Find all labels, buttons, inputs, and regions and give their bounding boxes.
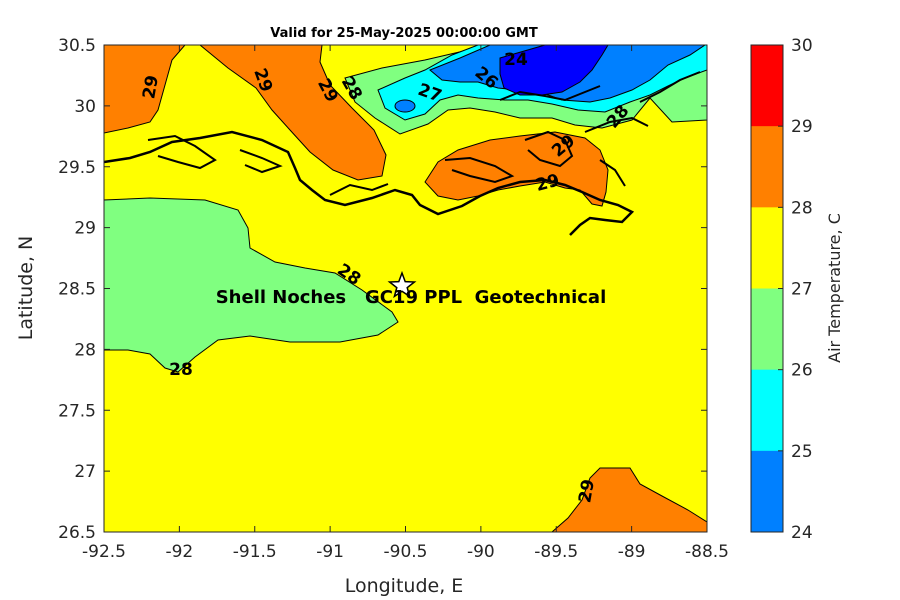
contour-field	[104, 45, 707, 532]
y-tick-label: 29	[74, 219, 96, 239]
x-tick-label: -89	[618, 542, 646, 562]
colorbar-tick-label: 29	[791, 117, 813, 137]
region-26-eddy	[394, 99, 416, 113]
colorbar-tick-label: 30	[791, 36, 813, 56]
y-tick-label: 28.5	[58, 280, 96, 300]
colorbar-tick-label: 24	[791, 523, 813, 543]
colorbar-tick-label: 26	[791, 361, 813, 381]
colorbar: 30 29 28 27 26 25 24	[751, 36, 813, 543]
colorbar-segment	[751, 207, 783, 289]
x-axis: -92.5 -92 -91.5 -91 -90.5 -90 -89.5 -89 -88.5	[82, 45, 729, 562]
star-icon[interactable]	[387, 270, 417, 299]
x-tick-label: -91.5	[233, 542, 277, 562]
contour-label: 24	[504, 50, 528, 70]
colorbar-title: Air Temperature, C	[825, 213, 844, 363]
y-axis: 30.5 30 29.5 29 28.5 28 27.5 27 26.5	[58, 36, 707, 543]
coastline-louisiana	[104, 130, 635, 236]
x-tick-label: -90	[467, 542, 495, 562]
x-tick-label: -89.5	[534, 542, 578, 562]
x-tick-label: -92.5	[82, 542, 126, 562]
colorbar-frame	[750, 44, 784, 533]
colorbar-tick-label: 27	[791, 280, 813, 300]
contour-label: 29	[139, 74, 163, 101]
contour-label: 29	[575, 478, 599, 505]
colorbar-segment	[751, 450, 783, 533]
colorbar-segment	[751, 45, 783, 127]
x-axis-title: Longitude, E	[345, 575, 464, 597]
y-tick-label: 29.5	[58, 158, 96, 178]
x-tick-label: -91	[316, 542, 344, 562]
map-title: Valid for 25-May-2025 00:00:00 GMT	[270, 26, 538, 41]
region-27-w	[104, 197, 399, 373]
colorbar-segment	[751, 288, 783, 371]
colorbar-segment	[751, 126, 783, 208]
x-tick-label: -90.5	[384, 542, 428, 562]
y-tick-label: 26.5	[58, 523, 96, 543]
y-tick-label: 28	[74, 340, 96, 360]
y-tick-label: 30.5	[58, 36, 96, 56]
region-29-n	[199, 45, 387, 181]
region-29-nw	[104, 45, 186, 134]
y-tick-label: 27	[74, 462, 96, 482]
y-tick-label: 30	[74, 97, 96, 117]
y-axis-title: Latitude, N	[15, 236, 37, 341]
x-tick-label: -88.5	[685, 542, 729, 562]
region-24	[499, 45, 609, 96]
coastline-bays	[147, 71, 701, 196]
colorbar-tick-label: 25	[791, 442, 813, 462]
colorbar-segment	[751, 369, 783, 452]
contour-label: 28	[169, 360, 193, 380]
y-tick-label: 27.5	[58, 401, 96, 421]
region-29-se	[551, 467, 707, 532]
x-tick-label: -92	[165, 542, 193, 562]
site-label: Shell Noches GC19 PPL Geotechnical	[216, 287, 607, 308]
colorbar-tick-label: 28	[791, 198, 813, 218]
